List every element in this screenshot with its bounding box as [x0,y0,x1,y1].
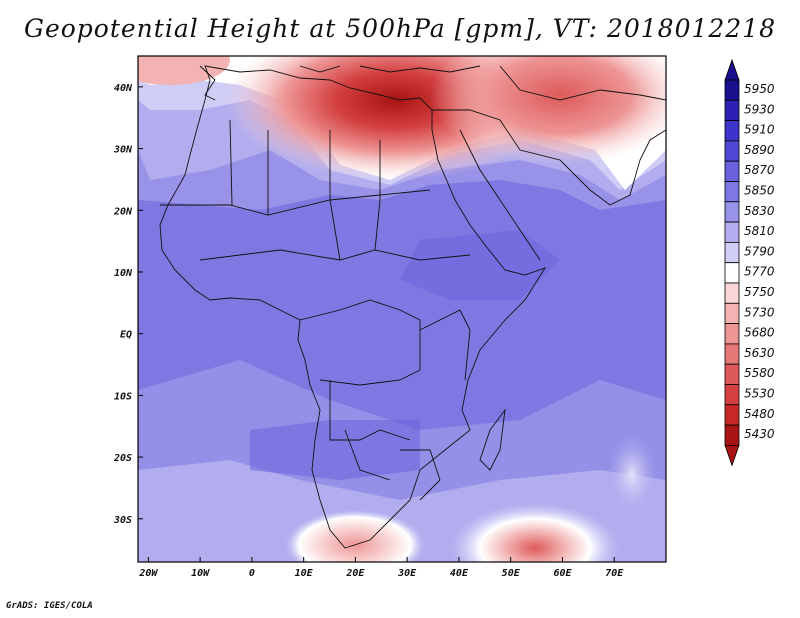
lon-label: 50E [502,568,521,579]
colorbar-swatch [724,201,740,223]
colorbar-label: 5890 [744,143,775,157]
colorbar-swatch [724,79,740,101]
colorbar-label: 5750 [744,285,775,299]
colorbar-label: 5870 [744,163,775,177]
lon-label: 20W [138,568,158,579]
colorbar-swatch [724,323,740,345]
colorbar-min-arrow [724,445,740,467]
colorbar-label: 5910 [744,123,775,137]
longitude-axis: 20W 10W 0 10E 20E 30E 40E 50E 60E 70E [138,557,624,579]
lat-label: 10S [114,391,132,402]
lon-label: 10W [191,568,210,579]
colorbar-label: 5580 [744,366,775,380]
grads-credit: GrADS: IGES/COLA [6,601,93,611]
lat-label: 20N [113,206,133,217]
lat-label: 30S [113,515,132,526]
colorbar-swatch [724,424,740,446]
colorbar-swatch [724,99,740,122]
colorbar-label: 5930 [744,102,775,116]
colorbar-label: 5680 [744,326,775,340]
colorbar-label: 5790 [744,244,775,258]
colorbar-swatch [724,221,740,243]
colorbar-swatch [724,262,740,284]
map-title: Geopotential Height at 500hPa [gpm], VT:… [23,14,777,43]
colorbar-swatch [724,302,740,324]
colorbar-swatch [724,384,740,406]
colorbar-swatch [724,160,740,182]
lon-label: 30E [397,568,417,579]
coastlines-and-borders [159,65,666,549]
colorbar-swatch [724,120,740,142]
lat-label: EQ [120,330,132,341]
geopotential-field [138,56,666,562]
colorbar-swatch [724,181,740,203]
lat-label: 30N [113,145,133,156]
lat-label: 20S [113,453,132,464]
colorbar-label: 5810 [744,224,775,238]
colorbar-label: 5630 [744,346,775,360]
colorbar-swatch [724,282,740,304]
colorbar-label: 5830 [744,204,775,218]
colorbar: 5950 5930 5910 5890 5870 5850 5830 5810 5790 5770… [724,58,775,467]
colorbar-max-arrow [724,58,740,81]
lon-label: 40E [450,568,469,579]
map-figure: 40N 30N 20N 10N EQ 10S 20S 30S 20W 10W 0 10E 20E 30E… [113,55,775,579]
map-frame [137,55,667,563]
colorbar-label: 5480 [744,407,775,421]
colorbar-swatch [724,363,740,385]
lon-label: 60E [553,568,572,579]
lon-label: 10E [295,568,314,579]
colorbar-swatch [724,140,740,162]
colorbar-label: 5950 [744,82,775,96]
colorbar-label: 5770 [744,265,775,279]
colorbar-label: 5730 [744,305,775,319]
colorbar-label: 5850 [744,184,775,198]
lon-label: 70E [605,568,624,579]
lon-label: 0 [249,568,255,579]
colorbar-swatch [724,241,740,264]
latitude-axis: 40N 30N 20N 10N EQ 10S 20S 30S [113,83,143,526]
colorbar-label: 5530 [744,387,775,401]
colorbar-swatch [724,343,740,365]
lon-label: 20E [345,568,365,579]
lat-label: 40N [114,83,133,94]
colorbar-label: 5430 [744,427,775,441]
lat-label: 10N [114,268,133,279]
colorbar-swatch [724,404,740,426]
